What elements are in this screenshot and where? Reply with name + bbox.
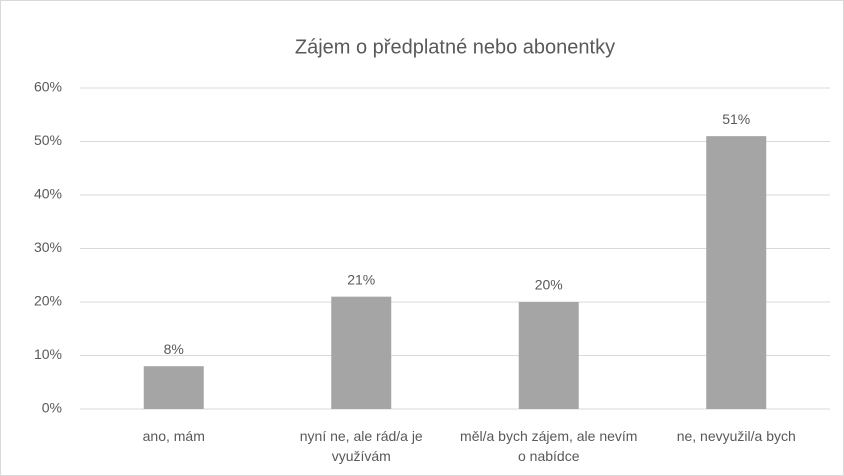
data-label: 21% bbox=[347, 271, 375, 287]
bar bbox=[331, 296, 392, 409]
y-tick-label: 60% bbox=[34, 79, 62, 95]
x-tick-label: ne, nevyužil/a bych bbox=[676, 428, 796, 444]
bar bbox=[143, 366, 204, 409]
y-tick-label: 50% bbox=[34, 132, 62, 148]
chart-title: Zájem o předplatné nebo abonentky bbox=[295, 36, 615, 58]
data-label: 8% bbox=[164, 341, 184, 357]
x-tick-label: ano, mám bbox=[142, 428, 205, 444]
y-tick-label: 30% bbox=[34, 239, 62, 255]
data-label: 20% bbox=[535, 277, 563, 293]
y-tick-label: 0% bbox=[42, 400, 62, 416]
data-label: 51% bbox=[722, 111, 750, 127]
y-tick-label: 20% bbox=[34, 293, 62, 309]
bar bbox=[518, 302, 579, 409]
bar bbox=[706, 136, 767, 409]
y-tick-label: 10% bbox=[34, 346, 62, 362]
x-tick-label: nyní ne, ale rád/a je využívám bbox=[299, 428, 423, 464]
y-tick-label: 40% bbox=[34, 186, 62, 202]
x-tick-label: měl/a bych zájem, ale nevím o nabídce bbox=[460, 428, 638, 464]
